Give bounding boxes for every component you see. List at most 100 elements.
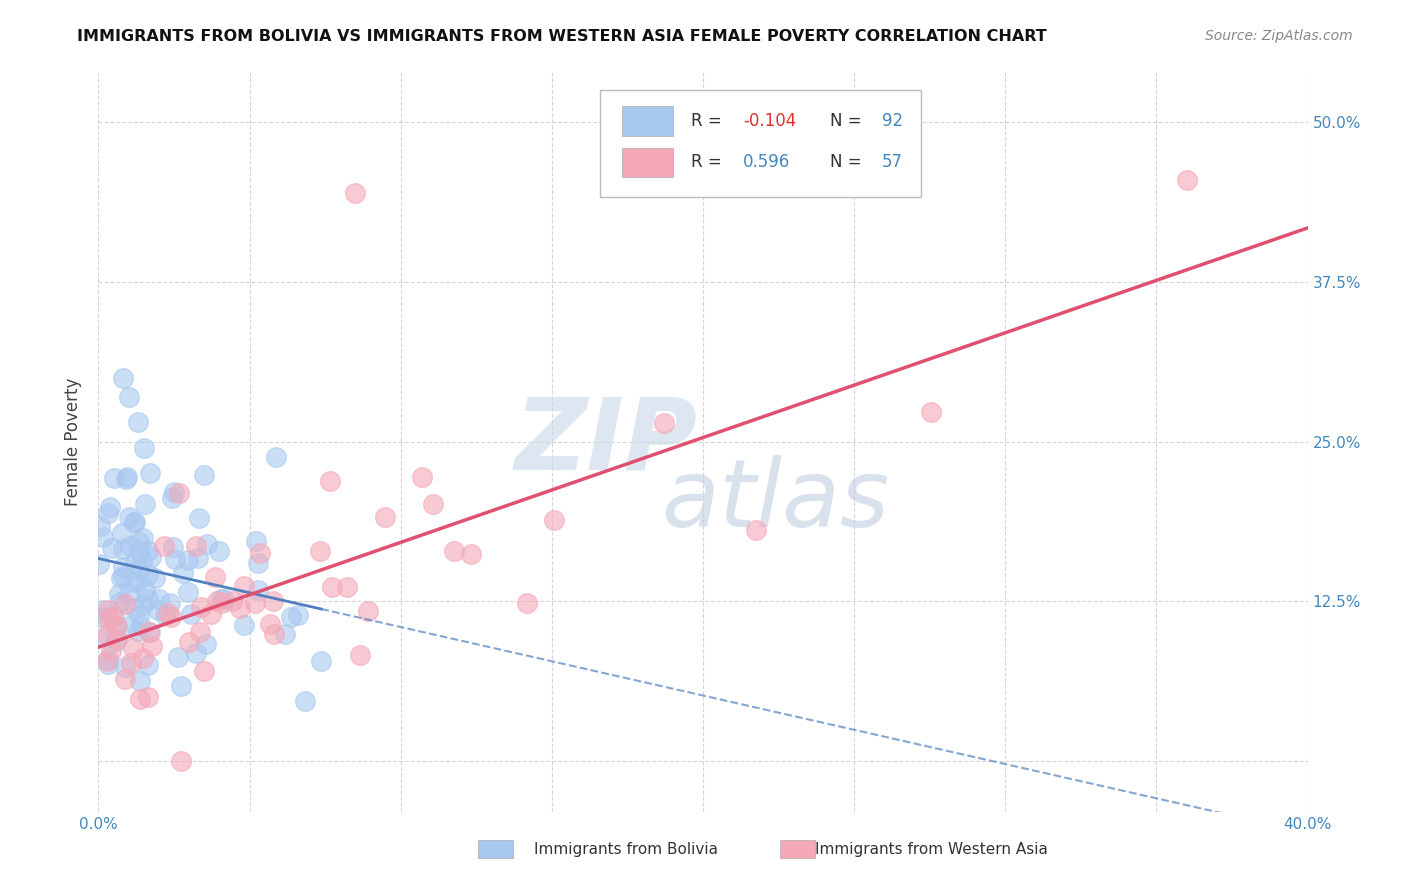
- Point: [177, 585, 200, 599]
- Point: [136, 657, 159, 672]
- Point: [129, 562, 152, 576]
- Point: [122, 575, 145, 590]
- Point: [232, 579, 254, 593]
- Point: [232, 617, 254, 632]
- Point: [94, 631, 117, 645]
- Point: [249, 546, 271, 560]
- Point: [136, 566, 159, 581]
- Point: [411, 469, 433, 483]
- Point: [132, 441, 155, 455]
- Text: 92: 92: [882, 112, 903, 130]
- Bar: [478, 840, 513, 858]
- Point: [122, 641, 145, 656]
- Point: [374, 510, 396, 524]
- Point: [349, 648, 371, 662]
- Point: [179, 635, 201, 649]
- Point: [136, 543, 159, 558]
- Text: N =: N =: [830, 153, 868, 171]
- Point: [114, 597, 136, 611]
- Point: [194, 637, 217, 651]
- Point: [141, 640, 163, 654]
- Point: [163, 485, 186, 500]
- Point: [357, 604, 380, 618]
- Point: [177, 553, 200, 567]
- Point: [422, 497, 444, 511]
- Point: [200, 607, 222, 621]
- Point: [187, 551, 209, 566]
- Point: [204, 569, 226, 583]
- Point: [155, 608, 177, 623]
- Point: [131, 531, 153, 545]
- Point: [100, 541, 122, 556]
- Point: [263, 627, 285, 641]
- Text: 57: 57: [882, 153, 903, 171]
- Point: [96, 603, 118, 617]
- Point: [311, 654, 333, 668]
- Point: [131, 554, 153, 568]
- Point: [245, 596, 267, 610]
- Text: Immigrants from Western Asia: Immigrants from Western Asia: [815, 842, 1049, 856]
- Point: [87, 557, 110, 571]
- Point: [294, 694, 316, 708]
- Point: [111, 370, 134, 384]
- Point: [156, 606, 179, 620]
- Point: [110, 571, 132, 585]
- Point: [193, 664, 215, 678]
- Point: [114, 659, 136, 673]
- Point: [166, 650, 188, 665]
- Point: [287, 608, 309, 623]
- Point: [91, 609, 114, 624]
- Point: [128, 608, 150, 623]
- Point: [308, 543, 330, 558]
- Bar: [780, 840, 815, 858]
- Point: [205, 593, 228, 607]
- Point: [266, 450, 288, 464]
- Point: [280, 610, 302, 624]
- Point: [143, 571, 166, 585]
- Point: [443, 544, 465, 558]
- Point: [104, 619, 127, 633]
- Point: [195, 537, 218, 551]
- Point: [112, 559, 135, 574]
- Bar: [621, 106, 673, 136]
- Text: Source: ZipAtlas.com: Source: ZipAtlas.com: [1205, 29, 1353, 43]
- Point: [163, 552, 186, 566]
- Text: ZIP: ZIP: [515, 393, 697, 490]
- Point: [208, 543, 231, 558]
- Point: [114, 672, 136, 686]
- Point: [336, 581, 359, 595]
- Point: [100, 500, 122, 514]
- Point: [247, 582, 270, 597]
- Text: R =: R =: [690, 153, 727, 171]
- Point: [93, 603, 115, 617]
- Point: [122, 515, 145, 529]
- Point: [108, 587, 131, 601]
- Point: [169, 679, 191, 693]
- Point: [97, 657, 120, 672]
- Point: [160, 491, 183, 506]
- Point: [124, 516, 146, 530]
- Point: [91, 530, 114, 544]
- Point: [221, 594, 243, 608]
- Point: [920, 405, 942, 419]
- Point: [129, 692, 152, 706]
- Point: [96, 654, 118, 668]
- Point: [148, 592, 170, 607]
- Point: [160, 609, 183, 624]
- Point: [127, 416, 149, 430]
- Point: [118, 619, 141, 633]
- Point: [245, 533, 267, 548]
- Point: [105, 634, 128, 648]
- Point: [105, 632, 128, 647]
- Point: [117, 470, 139, 484]
- Point: [118, 509, 141, 524]
- Point: [127, 624, 149, 639]
- FancyBboxPatch shape: [600, 90, 921, 197]
- Point: [262, 594, 284, 608]
- Point: [96, 628, 118, 642]
- Point: [187, 511, 209, 525]
- Point: [128, 534, 150, 549]
- Point: [128, 674, 150, 689]
- Point: [193, 468, 215, 483]
- Point: [122, 600, 145, 615]
